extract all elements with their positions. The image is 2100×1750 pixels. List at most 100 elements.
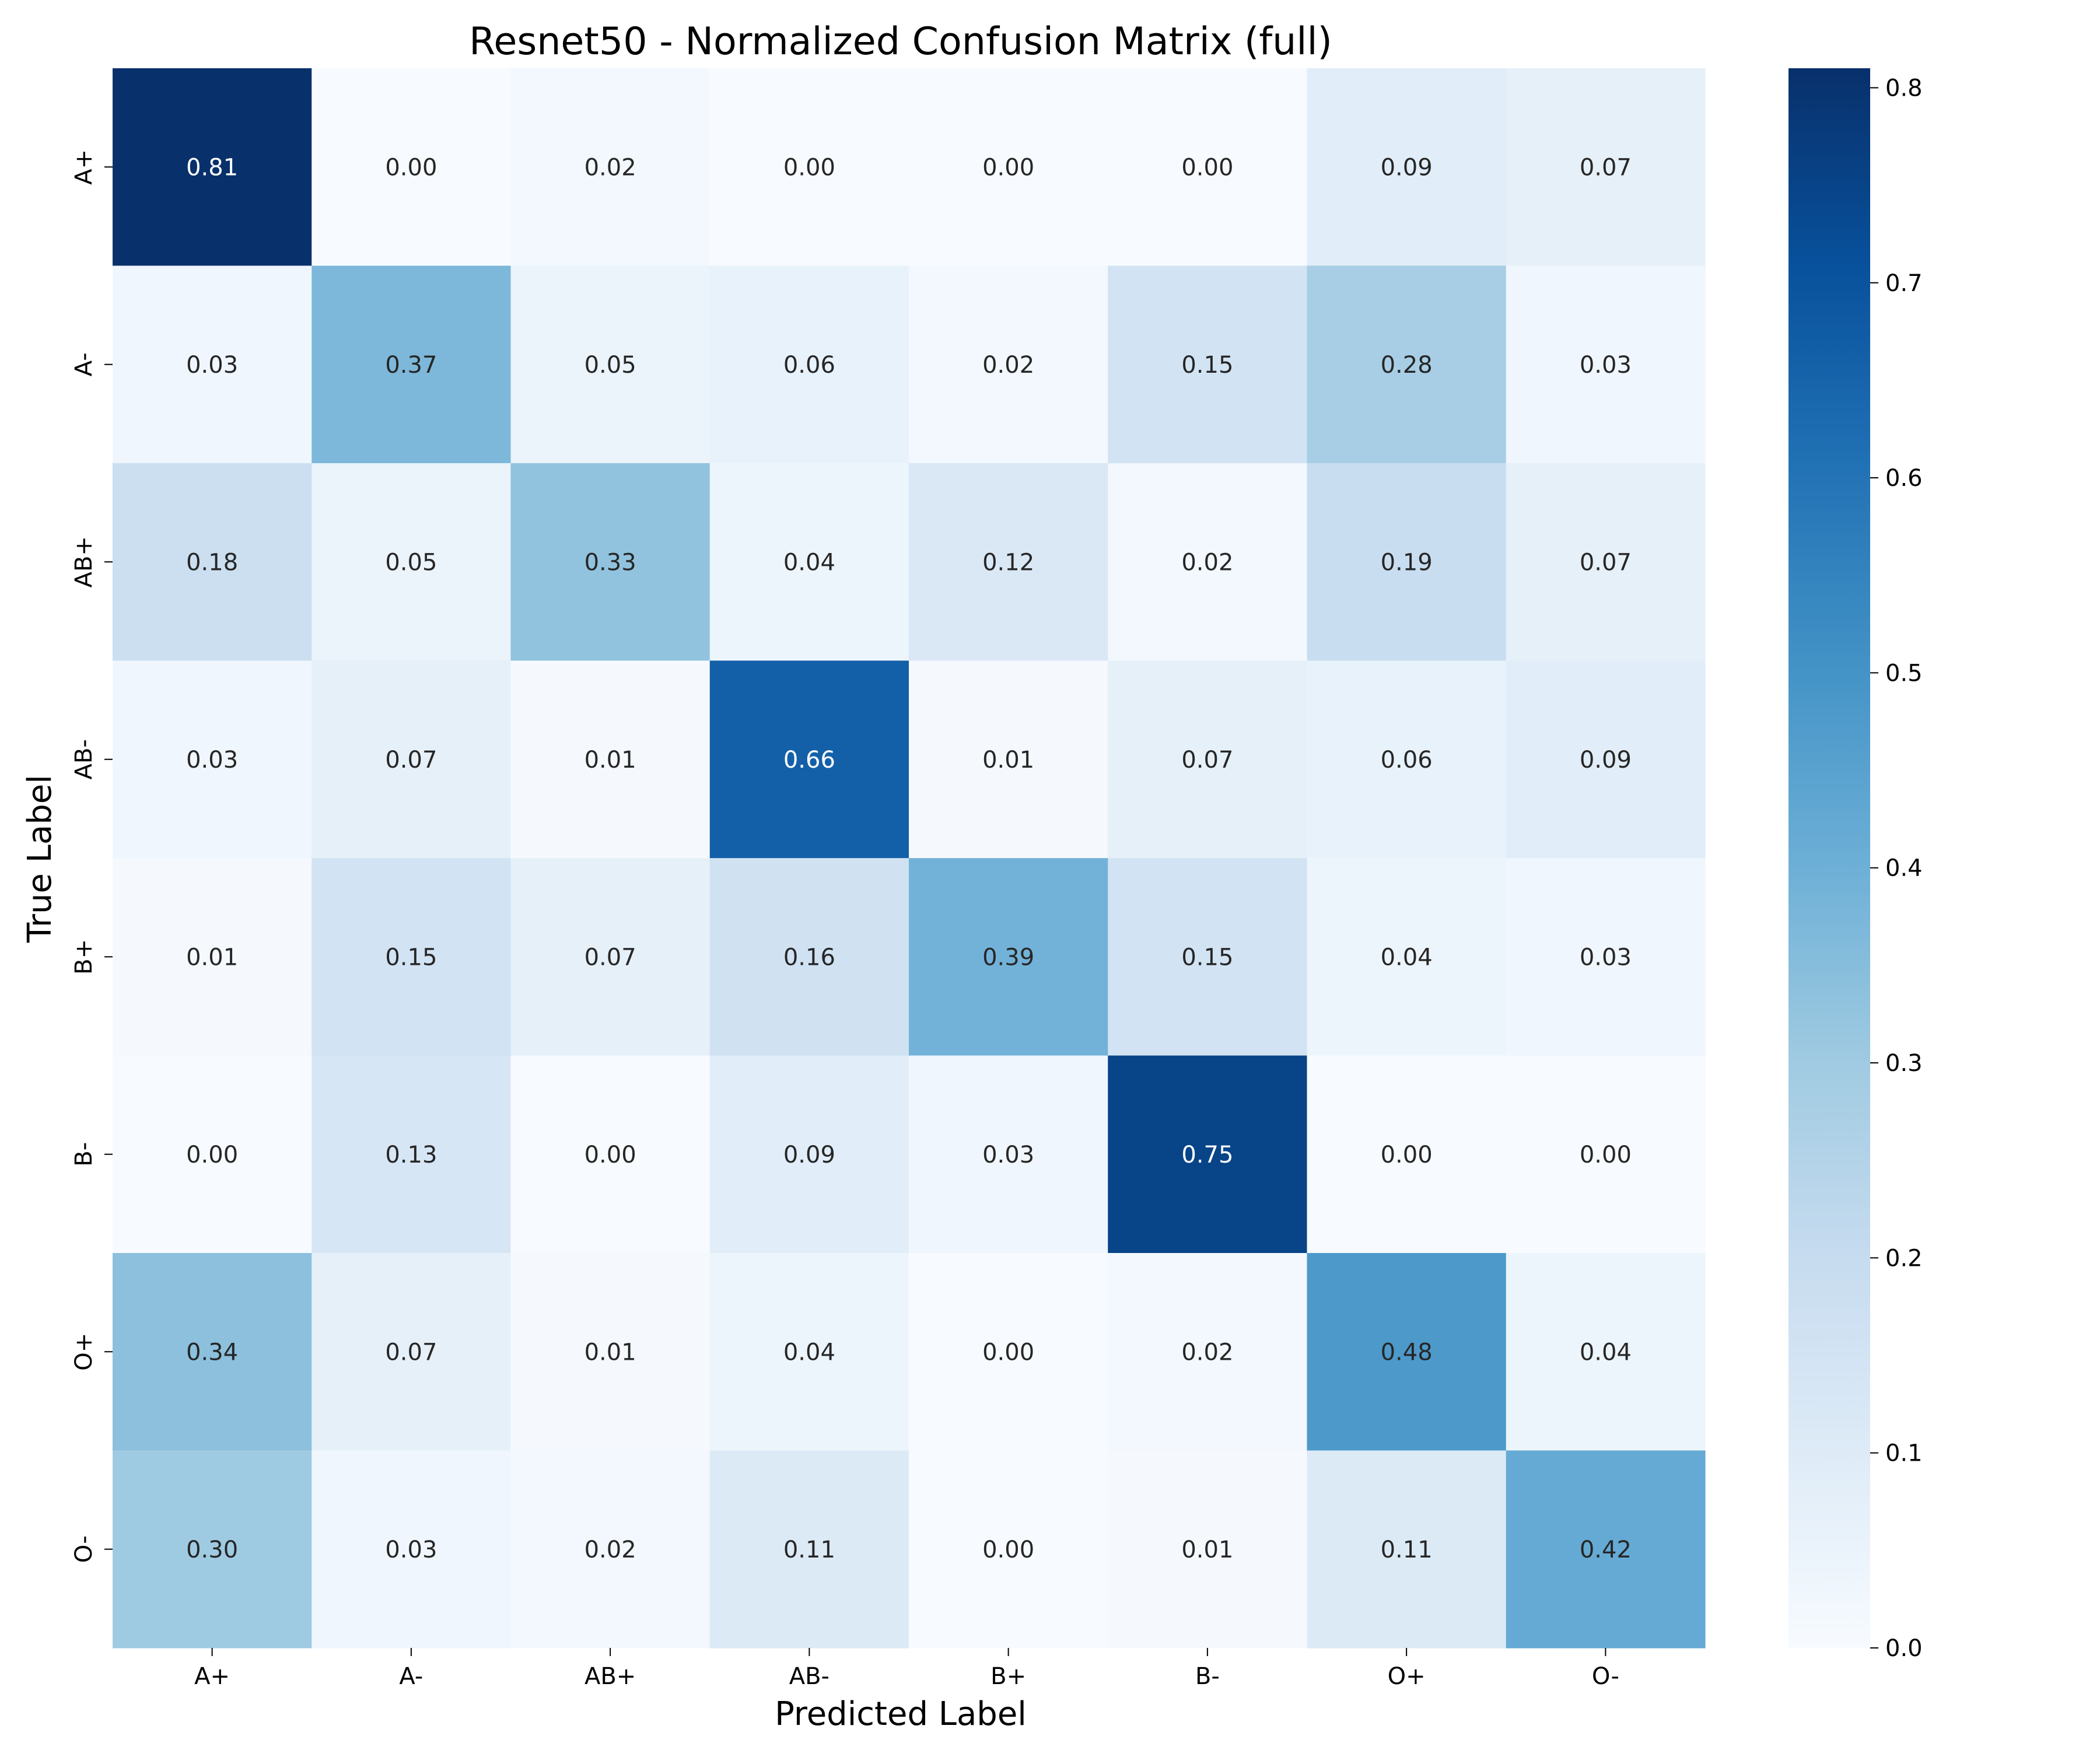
x-tick-label: AB- <box>789 1663 830 1690</box>
heatmap-cell <box>709 858 909 1056</box>
x-axis-title: Predicted Label <box>775 1695 1027 1733</box>
heatmap-cell <box>709 68 909 267</box>
heatmap-cell-label: 0.00 <box>982 1339 1034 1366</box>
heatmap-cell <box>510 1055 710 1254</box>
heatmap-cell <box>312 463 512 662</box>
heatmap-cell-label: 0.13 <box>385 1142 437 1168</box>
colorbar-gradient <box>1788 68 1870 1648</box>
heatmap-cell-label: 0.33 <box>584 549 636 576</box>
x-tick-label: O+ <box>1388 1663 1426 1690</box>
heatmap-cell <box>1506 1055 1706 1254</box>
heatmap-cell <box>1506 265 1706 464</box>
heatmap-cell <box>709 1055 909 1254</box>
heatmap-cell-label: 0.03 <box>385 1536 437 1563</box>
y-tick-label: B+ <box>71 939 97 975</box>
heatmap-cell <box>1108 68 1308 267</box>
heatmap-cell <box>909 68 1108 267</box>
heatmap-cell-label: 0.00 <box>1580 1142 1632 1168</box>
heatmap-cell <box>1506 660 1706 859</box>
heatmap-cell <box>909 1253 1108 1451</box>
heatmap-cell <box>312 858 512 1056</box>
heatmap-cell-label: 0.01 <box>982 747 1034 774</box>
heatmap-cell-label: 0.06 <box>783 352 835 379</box>
heatmap-cell <box>1307 1450 1507 1648</box>
heatmap-cell-label: 0.04 <box>783 1339 835 1366</box>
heatmap-cell-label: 0.02 <box>982 352 1034 379</box>
heatmap-cell-label: 0.01 <box>584 747 636 774</box>
y-tick-label: AB+ <box>71 536 97 587</box>
heatmap-cell <box>312 1253 512 1451</box>
heatmap-cell-label: 0.06 <box>1381 747 1433 774</box>
heatmap-cell-label: 0.16 <box>783 944 835 971</box>
heatmap-cell-label: 0.03 <box>186 352 238 379</box>
y-tick-label: O- <box>71 1535 97 1563</box>
heatmap-cell-label: 0.11 <box>783 1536 835 1563</box>
heatmap-cell <box>909 660 1108 859</box>
x-axis: A+ A- AB+ AB- B+ B- O+ O- <box>194 1648 1619 1690</box>
heatmap-cell <box>1307 858 1507 1056</box>
heatmap-cell-label: 0.05 <box>584 352 636 379</box>
heatmap-cell <box>909 1450 1108 1648</box>
colorbar-tick-label: 0.5 <box>1885 660 1923 687</box>
heatmap-cell-label: 0.04 <box>783 549 835 576</box>
heatmap-cell <box>1307 265 1507 464</box>
heatmap-cell-label: 0.04 <box>1381 944 1433 971</box>
heatmap-cell-label: 0.02 <box>1181 549 1233 576</box>
colorbar-tick-label: 0.7 <box>1885 270 1923 297</box>
heatmap-cell <box>1506 858 1706 1056</box>
heatmap-cell-label: 0.15 <box>385 944 437 971</box>
heatmap-cell <box>510 1450 710 1648</box>
heatmap-cell <box>113 463 312 662</box>
heatmap-cell-label: 0.00 <box>1381 1142 1433 1168</box>
heatmap-cell-label: 0.02 <box>584 1536 636 1563</box>
heatmap-cell <box>1307 463 1507 662</box>
heatmap-cell <box>909 1055 1108 1254</box>
heatmap-cell <box>1506 68 1706 267</box>
heatmap-cell <box>312 265 512 464</box>
heatmap-cell-label: 0.03 <box>982 1142 1034 1168</box>
chart-title: Resnet50 - Normalized Confusion Matrix (… <box>469 20 1332 64</box>
heatmap-cell-label: 0.01 <box>584 1339 636 1366</box>
heatmap-cell-label: 0.01 <box>186 944 238 971</box>
y-axis: A+ A- AB+ AB- B+ B- O+ O- <box>71 149 113 1563</box>
heatmap-cell-label: 0.02 <box>1181 1339 1233 1366</box>
heatmap-cell-label: 0.07 <box>1580 154 1632 181</box>
heatmap-cell <box>510 858 710 1056</box>
heatmap-cell <box>1307 1253 1507 1451</box>
heatmap-cell-label: 0.00 <box>982 1536 1034 1563</box>
heatmap-cell-label: 0.66 <box>783 747 835 774</box>
heatmap-cell <box>312 68 512 267</box>
heatmap-cell-label: 0.09 <box>1381 154 1433 181</box>
heatmap-cell-label: 0.07 <box>1181 747 1233 774</box>
heatmap-cell-label: 0.02 <box>584 154 636 181</box>
heatmap-cell-label: 0.48 <box>1381 1339 1433 1366</box>
heatmap-cell-label: 0.00 <box>584 1142 636 1168</box>
y-tick-label: A+ <box>71 149 97 185</box>
heatmap-cell <box>709 265 909 464</box>
heatmap-cell <box>709 1450 909 1648</box>
heatmap-cell-label: 0.30 <box>186 1536 238 1563</box>
heatmap-cell-label: 0.15 <box>1181 352 1233 379</box>
heatmap-cell <box>1108 463 1308 662</box>
heatmap-cell-label: 0.03 <box>186 747 238 774</box>
heatmap-cell-label: 0.00 <box>982 154 1034 181</box>
heatmap-cell-label: 0.00 <box>186 1142 238 1168</box>
heatmap-cell <box>1108 1253 1308 1451</box>
x-tick-label: A- <box>399 1663 423 1690</box>
heatmap-cell <box>510 265 710 464</box>
x-tick-label: A+ <box>194 1663 230 1690</box>
heatmap-cell-label: 0.09 <box>1580 747 1632 774</box>
heatmap-cell-label: 0.39 <box>982 944 1034 971</box>
heatmap-cell-label: 0.28 <box>1381 352 1433 379</box>
heatmap-cell <box>909 265 1108 464</box>
heatmap-cell <box>909 858 1108 1056</box>
heatmap-cell-label: 0.18 <box>186 549 238 576</box>
heatmap-cell-label: 0.03 <box>1580 352 1632 379</box>
heatmap-cell <box>113 1055 312 1254</box>
heatmap-cell-label: 0.11 <box>1381 1536 1433 1563</box>
heatmap-cell <box>909 463 1108 662</box>
heatmap-cell <box>1506 1450 1706 1648</box>
heatmap-cell-label: 0.00 <box>385 154 437 181</box>
heatmap-cell <box>1108 858 1308 1056</box>
